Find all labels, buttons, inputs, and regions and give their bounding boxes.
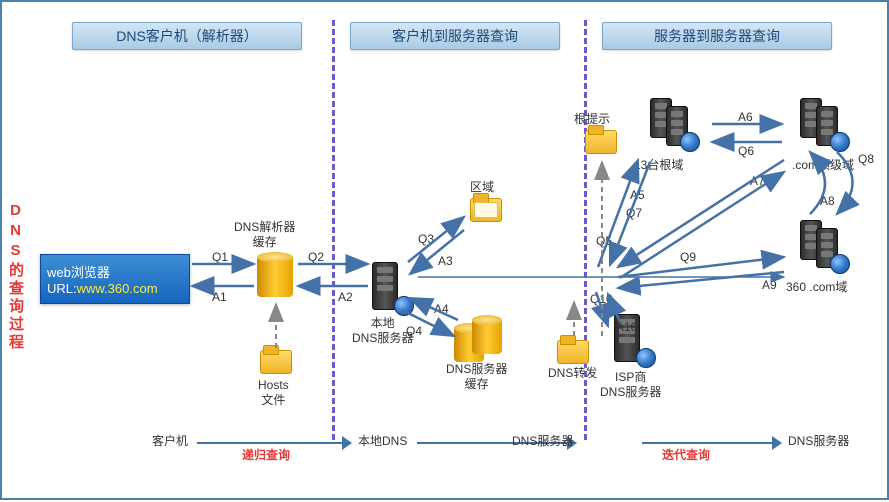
label-Q3: Q3 [418,232,434,247]
bottom-line-1 [197,442,342,444]
header-2: 客户机到服务器查询 [350,22,560,50]
zone-label: 区域 [470,180,494,195]
browser-box: web浏览器 URL:www.360.com [40,254,190,304]
label-Q1: Q1 [212,250,228,265]
bottom-dnsserver2: DNS服务器 [788,434,849,449]
label-A9: A9 [762,278,777,293]
isp-label: ISP商 DNS服务器 [600,370,661,400]
hosts-folder-icon [260,350,292,374]
label-A3: A3 [438,254,453,269]
arrow-Q3 [408,217,464,262]
resolver-cache-icon [257,257,293,297]
resolver-cache-label: DNS解析器 缓存 [234,220,295,250]
domain360-servers [792,220,852,274]
label-Q10: Q10 [590,292,613,307]
header-3: 服务器到服务器查询 [602,22,832,50]
local-dns-globe-icon [394,296,414,316]
root-domain-servers [642,98,702,152]
vdivider-1 [332,20,335,440]
dns-forward-label: DNS转发 [548,366,597,381]
label-Q7: Q7 [626,206,642,221]
isp-globe-icon [636,348,656,368]
com-tld-servers [792,98,852,152]
bottom-iterate: 迭代查询 [662,448,710,463]
root-hint-label: 根提示 [574,112,610,127]
label-A2: A2 [338,290,353,305]
dns-forward-folder-icon [557,340,589,364]
root-hint-folder-icon [585,130,617,154]
bottom-client: 客户机 [152,434,188,449]
com-tld-label: .com顶级域 [792,158,854,173]
local-dns-label: 本地 DNS服务器 [352,316,413,346]
label-Q5: Q5 [596,234,612,249]
label-A8: A8 [820,194,835,209]
browser-title: web浏览器 [47,262,189,281]
dns-cache-icon-2 [472,320,502,354]
bottom-local: 本地DNS [358,434,407,449]
arrow-A9 [618,272,784,288]
label-A4: A4 [434,302,449,317]
label-Q4: Q4 [406,324,422,339]
bottom-arrow-1 [342,436,352,450]
bottom-dnsserver: DNS服务器 [512,434,573,449]
arrow-layer [2,2,889,502]
label-Q6: Q6 [738,144,754,159]
label-A7: A7 [750,174,765,189]
label-Q9: Q9 [680,250,696,265]
diagram-canvas: DNS的查询过程 DNS客户机（解析器） 客户机到服务器查询 服务器到服务器查询… [0,0,889,500]
label-A1: A1 [212,290,227,305]
zone-folder-icon [470,198,502,222]
label-A6: A6 [738,110,753,125]
label-Q2: Q2 [308,250,324,265]
bottom-arrow-3 [772,436,782,450]
header-1: DNS客户机（解析器） [72,22,302,50]
hosts-label: Hosts 文件 [258,378,289,408]
bottom-line-3 [642,442,772,444]
label-Q8: Q8 [858,152,874,167]
browser-url: URL:www.360.com [47,281,189,296]
bottom-recurse: 递归查询 [242,448,290,463]
label-A10: A10 [616,320,637,335]
root-domain-label: 13台根域 [634,158,683,173]
domain360-label: 360 .com域 [786,280,847,295]
arrow-Q9 [618,257,784,277]
label-A5: A5 [630,188,645,203]
dns-cache-label: DNS服务器 缓存 [446,362,507,392]
side-title: DNS的查询过程 [8,202,26,352]
